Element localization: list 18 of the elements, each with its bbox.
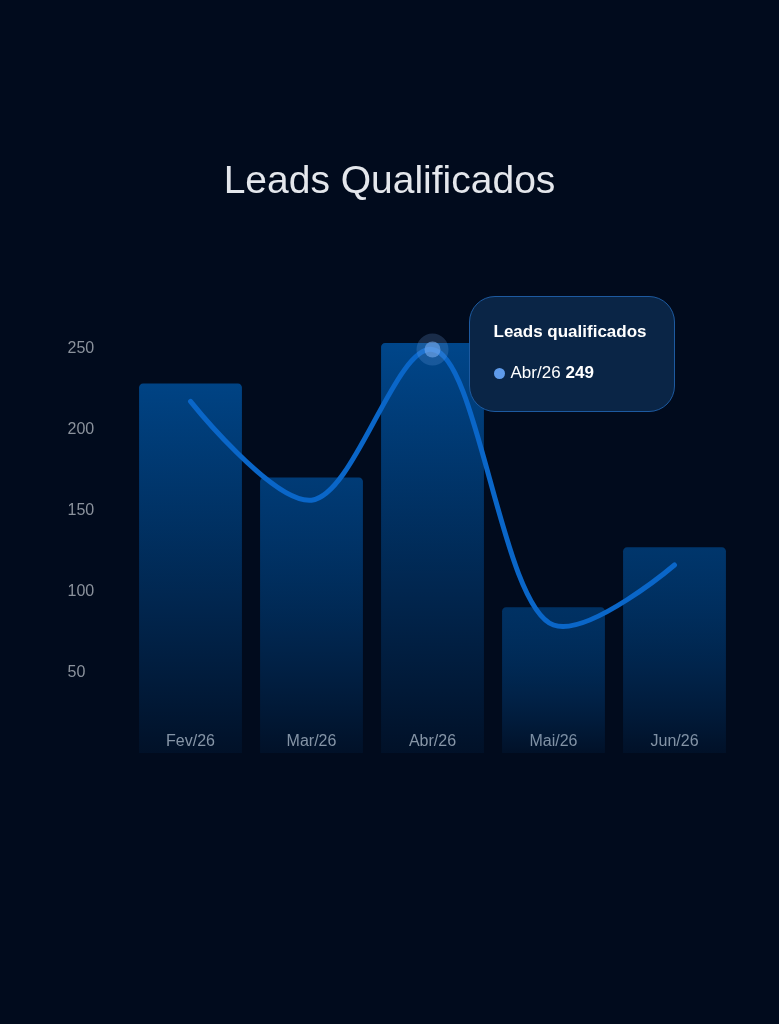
bar	[139, 383, 242, 753]
y-tick-label: 100	[67, 582, 95, 600]
chart-title: Leads Qualificados	[223, 158, 556, 202]
x-tick-label: Jun/26	[650, 731, 699, 749]
x-tick-label: Mai/26	[529, 731, 578, 749]
x-tick-label: Mar/26	[286, 731, 337, 749]
y-tick-label: 200	[67, 420, 95, 438]
annotation: Abr/26 249	[510, 362, 594, 385]
y-tick-label: 150	[67, 501, 95, 519]
y-tick-label: 250	[67, 339, 95, 357]
x-tick-label: Abr/26	[408, 731, 457, 749]
tooltip-box: Leads qualificados Abr/26 249	[468, 296, 675, 413]
bar	[623, 547, 726, 753]
y-tick-label: 50	[67, 663, 86, 681]
x-tick-label: Fev/26	[166, 731, 216, 749]
bar	[381, 343, 484, 753]
bar	[260, 477, 363, 753]
bar	[502, 607, 605, 753]
